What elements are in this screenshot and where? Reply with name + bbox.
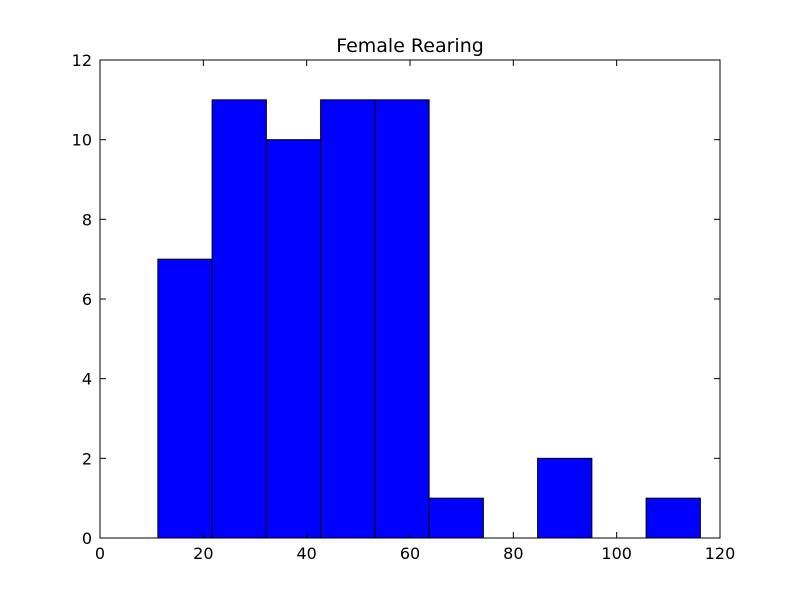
plot-area-frame	[99, 59, 721, 539]
bars-group	[157, 99, 701, 539]
y-tick-labels: 0 2 4 6 8 10 12	[72, 51, 92, 548]
y-tick-label-1: 2	[82, 449, 92, 468]
y-tick-label-6: 12	[72, 51, 92, 70]
x-tick-label-5: 100	[601, 544, 632, 563]
x-tick-label-4: 80	[503, 544, 523, 563]
histogram-bar-0	[157, 258, 213, 539]
chart-title: Female Rearing	[336, 35, 484, 57]
histogram-bar-4	[374, 99, 430, 539]
histogram-bar-1	[211, 99, 267, 539]
histogram-bar-2	[265, 139, 322, 539]
x-tick-label-0: 0	[95, 544, 105, 563]
x-tick-label-1: 20	[193, 544, 213, 563]
histogram-bar-7	[537, 457, 593, 539]
y-tick-label-3: 6	[82, 290, 92, 309]
x-tick-label-3: 60	[400, 544, 420, 563]
y-tick-label-4: 8	[82, 210, 92, 229]
histogram-bar-3	[320, 99, 376, 539]
histogram-bar-9	[645, 497, 701, 539]
histogram-bar-5	[428, 497, 484, 539]
x-tick-labels: 0 20 40 60 80 100 120	[95, 544, 735, 563]
x-tick-label-6: 120	[705, 544, 736, 563]
y-tick-label-2: 4	[82, 370, 92, 389]
y-tick-label-0: 0	[82, 529, 92, 548]
x-tick-label-2: 40	[296, 544, 316, 563]
y-tick-label-5: 10	[72, 131, 92, 150]
